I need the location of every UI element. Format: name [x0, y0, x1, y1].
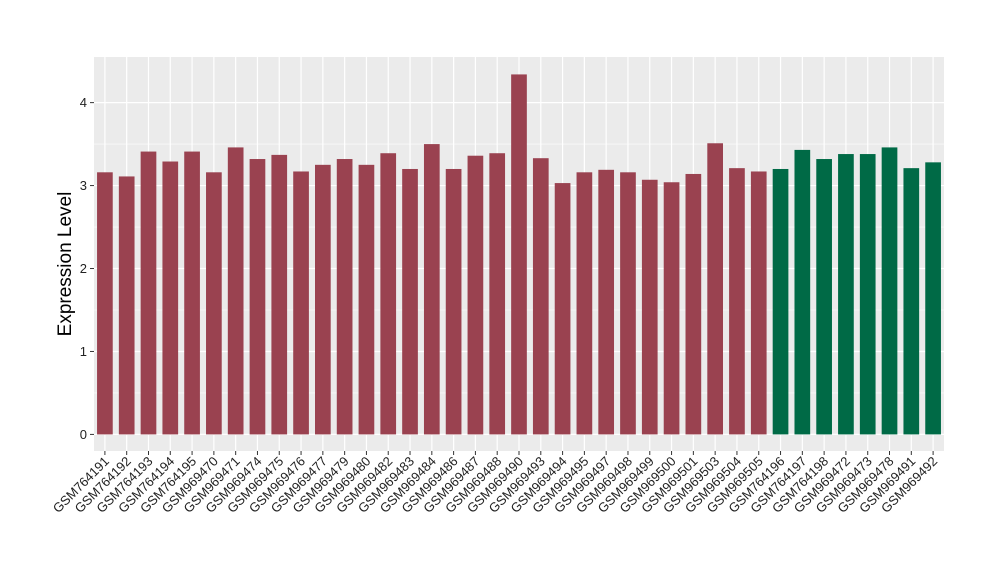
x-axis: GSM764191GSM764192GSM764193GSM764194GSM7…: [50, 451, 940, 516]
bar-GSM969505: [750, 171, 767, 435]
y-axis: 0 1 2 3 4: [80, 95, 94, 442]
y-tick-label: 2: [80, 261, 87, 276]
bar-GSM969503: [707, 143, 723, 435]
y-tick-label: 0: [80, 427, 87, 442]
bar-GSM764195: [184, 151, 200, 435]
bar-GSM969483: [402, 168, 418, 435]
y-axis-title: Expression Level: [55, 192, 76, 337]
bar-GSM764198: [816, 159, 832, 435]
bar-GSM969490: [511, 74, 527, 435]
bar-GSM764192: [118, 176, 135, 435]
bar-GSM969480: [358, 164, 375, 435]
bar-GSM764191: [97, 172, 113, 435]
bar-GSM969498: [620, 172, 636, 435]
bar-GSM969499: [641, 179, 658, 435]
bar-GSM764194: [162, 161, 179, 435]
y-tick-label: 1: [80, 344, 87, 359]
bar-GSM969492: [925, 162, 941, 435]
bar-GSM969482: [380, 153, 397, 435]
bar-GSM764196: [772, 168, 789, 435]
y-tick-label: 4: [80, 95, 87, 110]
bars: [97, 74, 941, 435]
bar-GSM969493: [532, 158, 549, 435]
bar-GSM969484: [423, 144, 440, 435]
y-tick-label: 3: [80, 178, 87, 193]
bar-GSM969472: [838, 154, 854, 435]
bar-GSM969491: [903, 168, 920, 435]
bar-GSM764193: [140, 151, 157, 435]
bar-GSM969495: [576, 172, 593, 435]
bar-GSM764197: [794, 149, 811, 435]
bar-GSM969471: [227, 147, 244, 435]
bar-GSM969477: [315, 164, 331, 435]
bar-GSM969504: [729, 168, 745, 435]
bar-GSM969487: [467, 155, 484, 435]
bar-GSM969494: [554, 183, 571, 435]
bar-GSM969474: [249, 159, 266, 435]
bar-GSM969501: [685, 173, 702, 435]
bar-GSM969470: [206, 172, 222, 435]
bar-GSM969486: [445, 168, 462, 435]
bar-GSM969475: [271, 154, 288, 435]
bar-GSM969497: [598, 169, 615, 435]
bar-GSM969488: [489, 153, 506, 435]
bar-GSM969473: [859, 154, 876, 435]
bar-GSM969476: [293, 171, 309, 435]
bar-GSM969479: [336, 159, 353, 435]
bar-GSM969478: [881, 147, 898, 435]
bar-GSM969500: [663, 182, 680, 435]
